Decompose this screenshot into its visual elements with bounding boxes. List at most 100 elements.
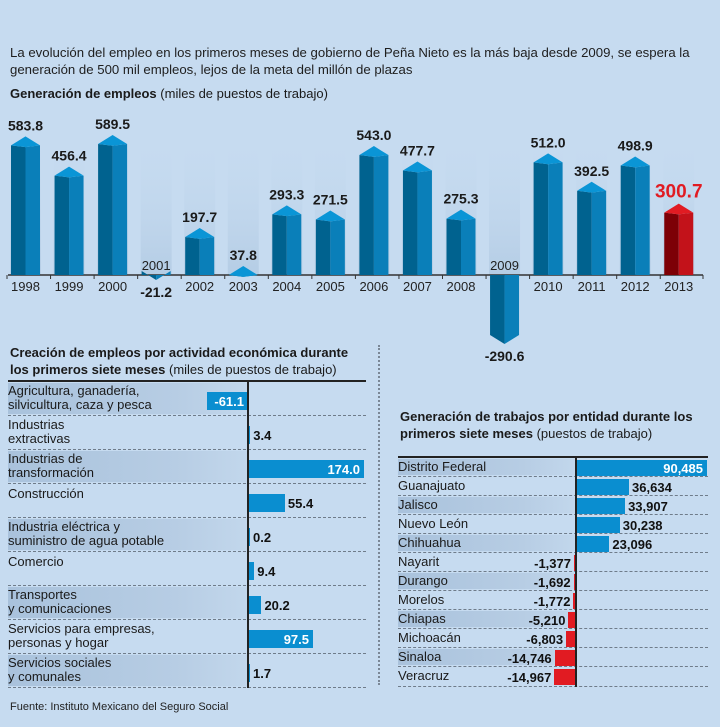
table-row: Durango -1,692 [398, 572, 708, 591]
bar-right-face [548, 162, 563, 275]
bar-left-face [185, 237, 200, 275]
row-bar [248, 528, 250, 546]
year-label: 2001 [142, 258, 171, 273]
row-label-line: Distrito Federal [398, 459, 487, 474]
main-chart-title: Generación de empleos (miles de puestos … [10, 86, 328, 101]
row-label: Nuevo León [398, 517, 468, 531]
bar-top-face [11, 136, 40, 148]
year-label: 2002 [185, 279, 214, 294]
row-value: 3.4 [253, 427, 272, 443]
table-row: Industrias de transformación 174.0 [8, 450, 366, 484]
row-label: Veracruz [398, 669, 449, 683]
table-row: Michoacán -6,803 [398, 629, 708, 648]
table-row: Agricultura, ganadería, silvicultura, caz… [8, 382, 366, 416]
bar-left-face [272, 214, 287, 275]
row-label: Comercio [8, 555, 64, 569]
bar-right-face [199, 237, 215, 275]
year-label: 1999 [55, 279, 84, 294]
row-value: 0.2 [253, 529, 272, 545]
bar-left-face [54, 175, 70, 275]
table-row: Industria eléctrica y suministro de agua … [8, 518, 366, 552]
row-label-line: Servicios para empresas, [8, 621, 155, 636]
bar-right-face [373, 155, 389, 275]
row-bar [573, 593, 576, 609]
row-label: Transportes y comunicaciones [8, 588, 111, 616]
row-label: Sinaloa [398, 650, 441, 664]
table-row: Chihuahua 23,096 [398, 534, 708, 553]
row-bar [576, 460, 707, 476]
row-label-line: Transportes [8, 587, 77, 602]
main-chart-subtitle: (miles de puestos de trabajo) [160, 86, 328, 101]
row-shade [398, 649, 576, 665]
row-shade [8, 451, 248, 482]
bar-value-label: 293.3 [269, 186, 304, 202]
row-value: -5,210 [528, 612, 566, 628]
intro-text: La evolución del empleo en los primeros … [10, 45, 690, 77]
row-label-line: Nuevo León [398, 516, 469, 531]
bar-top-face [228, 266, 258, 277]
bar-value-label: 37.8 [230, 247, 257, 263]
bar-right-face [330, 219, 345, 275]
table-row: Servicios sociales y comunales 1.7 [8, 654, 366, 688]
row-label-line: Servicios sociales [8, 655, 112, 670]
row-value: 36,634 [632, 479, 672, 495]
column-shade [489, 130, 521, 275]
year-label: 2009 [490, 258, 519, 273]
bar-right-face [591, 190, 607, 275]
row-label-line: Michoacán [398, 630, 461, 645]
year-label: 2011 [578, 279, 606, 294]
row-value: 33,907 [628, 498, 668, 514]
row-value: -1,772 [533, 593, 571, 609]
activity-chart-title: Creación de empleos por actividad económ… [10, 344, 370, 378]
row-bar [554, 650, 576, 666]
row-label-line: Durango [398, 573, 448, 588]
bar-top-face [402, 161, 432, 173]
row-bar [248, 562, 255, 580]
row-label-line: Veracruz [398, 668, 450, 683]
bar-value-label: 512.0 [531, 134, 566, 150]
bar-top-face [533, 153, 563, 165]
row-value: 30,238 [622, 517, 663, 533]
bar-value-label: 275.3 [443, 191, 478, 207]
row-value: -14,967 [507, 669, 552, 685]
bar-top-face [54, 166, 84, 178]
row-label-line: Comercio [8, 554, 64, 569]
row-label: Chihuahua [398, 536, 461, 550]
row-label-line: Industria eléctrica y [8, 519, 120, 534]
row-value: -6,803 [526, 631, 564, 647]
bar-value-label: 498.9 [618, 138, 653, 154]
row-label-line: Agricultura, ganadería, [8, 383, 140, 398]
table-row: Morelos -1,772 [398, 591, 708, 610]
table-row: Construcción 55.4 [8, 484, 366, 518]
row-label: Guanajuato [398, 479, 465, 493]
row-shade [8, 519, 248, 550]
year-label: 2004 [272, 279, 301, 294]
bar-right-face [635, 165, 650, 275]
main-chart-title-bold: Generación de empleos [10, 86, 157, 101]
year-label: 2007 [403, 279, 432, 294]
row-label-line: Industrias [8, 417, 65, 432]
year-label: 1998 [11, 279, 40, 294]
table-top-rule [8, 380, 366, 382]
bar-right-face [69, 175, 84, 275]
bar-value-label: 589.5 [95, 116, 130, 132]
row-value: 20.2 [264, 597, 290, 613]
row-shade [398, 573, 576, 589]
row-value: -1,692 [533, 574, 571, 590]
row-label: Industria eléctrica y suministro de agua … [8, 520, 164, 548]
year-label: 2010 [534, 279, 563, 294]
bar-right-face [25, 145, 40, 275]
year-label: 2013 [664, 279, 693, 294]
bar-value-label: 583.8 [8, 117, 43, 133]
table-row: Veracruz -14,967 [398, 667, 708, 687]
row-value: -61.1 [214, 393, 244, 409]
row-label-line: y comunicaciones [8, 601, 112, 616]
row-label: Industrias de transformación [8, 452, 94, 480]
bar-left-face [664, 212, 679, 275]
zero-axis [247, 380, 249, 688]
table-row: Nayarit -1,377 [398, 553, 708, 572]
bar-top-face [185, 228, 215, 239]
bar-value-label: 392.5 [574, 163, 609, 179]
row-bar [248, 664, 250, 682]
employment-bar-chart: 583.8 1998 456.4 1999 589.5 2000 -21.2 2001 197.… [6, 116, 704, 364]
